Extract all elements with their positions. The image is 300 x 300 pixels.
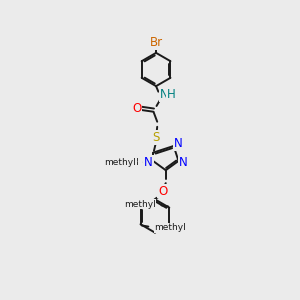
- Text: S: S: [152, 131, 160, 144]
- Text: O: O: [158, 184, 168, 197]
- Text: methyl: methyl: [124, 200, 155, 209]
- Text: methyl: methyl: [154, 223, 186, 232]
- Text: methyl: methyl: [104, 158, 136, 166]
- Text: methyl: methyl: [137, 161, 142, 162]
- Text: N: N: [144, 156, 153, 169]
- Text: N: N: [174, 137, 183, 150]
- Text: N: N: [179, 156, 188, 169]
- Text: Br: Br: [149, 36, 163, 49]
- Text: N: N: [160, 88, 169, 101]
- Text: methyl: methyl: [136, 161, 141, 162]
- Text: H: H: [167, 88, 176, 101]
- Text: methyl: methyl: [107, 158, 139, 166]
- Text: O: O: [132, 102, 142, 115]
